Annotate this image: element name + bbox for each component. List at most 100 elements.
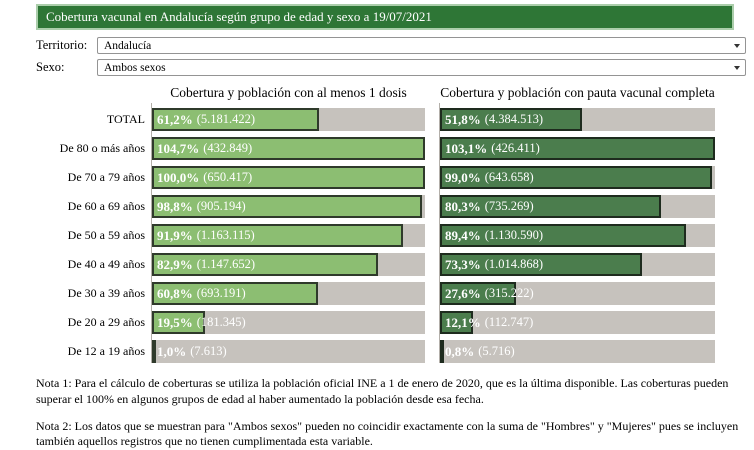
territory-select[interactable]: Andalucía: [97, 37, 746, 54]
bar-population-text: (735.269): [484, 199, 534, 213]
coverage-bar[interactable]: [152, 137, 425, 160]
bar-track: 60,8% (693.191): [152, 282, 425, 305]
bar-track: 103,1% (426.411): [440, 137, 715, 160]
bar-population-text: (650.417): [203, 170, 253, 184]
bar-population-text: (643.658): [484, 170, 534, 184]
bar-percent-text: 100,0%: [157, 169, 200, 185]
coverage-bar[interactable]: [440, 311, 474, 334]
bar-population-text: (112.747): [484, 315, 534, 329]
chart-gap: [425, 340, 440, 363]
bar-population-text: (426.411): [491, 141, 540, 155]
bar-track: 89,4% (1.130.590): [440, 224, 715, 247]
bar-track: 82,9% (1.147.652): [152, 253, 425, 276]
sex-filter-row: Sexo: Ambos sexos: [36, 59, 754, 76]
bar-value-label: 103,1% (426.411): [445, 137, 540, 160]
chart-gap: [425, 282, 440, 305]
bar-track: 91,9% (1.163.115): [152, 224, 425, 247]
coverage-bar[interactable]: [440, 108, 583, 131]
bar-track: 99,0% (643.658): [440, 166, 715, 189]
coverage-bar[interactable]: [152, 195, 422, 218]
bar-population-text: (905.194): [196, 199, 246, 213]
bar-value-label: 100,0% (650.417): [157, 166, 252, 189]
chart-gap: [425, 311, 440, 334]
footnote-1: Nota 1: Para el cálculo de coberturas se…: [36, 376, 729, 406]
category-label: De 50 a 59 años: [67, 228, 145, 242]
chart-title-at-least-1-dose: Cobertura y población con al menos 1 dos…: [170, 85, 407, 100]
bar-percent-text: 61,2%: [157, 111, 193, 127]
bar-percent-text: 0,8%: [445, 343, 475, 359]
coverage-bar[interactable]: [440, 340, 444, 363]
bar-percent-text: 12,1%: [445, 314, 481, 330]
bar-percent-text: 99,0%: [445, 169, 481, 185]
bar-percent-text: 1,0%: [157, 343, 187, 359]
coverage-bar[interactable]: [152, 311, 206, 334]
bar-track: 12,1% (112.747): [440, 311, 715, 334]
coverage-bar[interactable]: [152, 282, 318, 305]
bar-track: 98,8% (905.194): [152, 195, 425, 218]
bar-population-text: (181.345): [196, 315, 246, 329]
chart-gap: [425, 137, 440, 160]
bar-percent-text: 73,3%: [445, 256, 481, 272]
bar-population-text: (315.222): [484, 286, 534, 300]
category-label: De 80 o más años: [59, 141, 145, 155]
bar-track: 104,7% (432.849): [152, 137, 425, 160]
territory-selected-value: Andalucía: [104, 39, 152, 52]
chevron-down-icon: [734, 65, 740, 70]
bar-population-text: (5.181.422): [196, 112, 256, 126]
coverage-bar[interactable]: [152, 253, 379, 276]
bar-track: 100,0% (650.417): [152, 166, 425, 189]
category-label: De 60 a 69 años: [67, 199, 145, 213]
coverage-bar[interactable]: [152, 108, 320, 131]
bar-value-label: 91,9% (1.163.115): [157, 224, 255, 247]
coverage-bar[interactable]: [152, 166, 425, 189]
bar-value-label: 80,3% (735.269): [445, 195, 534, 218]
bar-population-text: (4.384.513): [484, 112, 544, 126]
bar-track: 0,8% (5.716): [440, 340, 715, 363]
coverage-bar[interactable]: [440, 137, 715, 160]
footnotes: Nota 1: Para el cálculo de coberturas se…: [36, 376, 754, 450]
bar-percent-text: 27,6%: [445, 285, 481, 301]
page-title: Cobertura vacunal en Andalucía según gru…: [36, 4, 734, 30]
bar-value-label: 82,9% (1.147.652): [157, 253, 255, 276]
coverage-bar[interactable]: [440, 253, 642, 276]
coverage-bar[interactable]: [440, 224, 686, 247]
bar-value-label: 12,1% (112.747): [445, 311, 533, 334]
bar-value-label: 0,8% (5.716): [445, 340, 515, 363]
bar-value-label: 1,0% (7.613): [157, 340, 227, 363]
bar-population-text: (1.130.590): [484, 228, 544, 242]
coverage-bar[interactable]: [152, 224, 403, 247]
bar-value-label: 99,0% (643.658): [445, 166, 534, 189]
bar-population-text: (5.716): [478, 344, 515, 358]
bar-population-text: (1.147.652): [196, 257, 256, 271]
bar-track: 51,8% (4.384.513): [440, 108, 715, 131]
bar-percent-text: 98,8%: [157, 198, 193, 214]
sex-select[interactable]: Ambos sexos: [97, 59, 746, 76]
coverage-bar[interactable]: [152, 340, 156, 363]
bar-value-label: 60,8% (693.191): [157, 282, 246, 305]
sex-selected-value: Ambos sexos: [104, 61, 166, 74]
coverage-bar[interactable]: [440, 166, 713, 189]
coverage-bar[interactable]: [440, 195, 661, 218]
bar-population-text: (1.163.115): [196, 228, 255, 242]
bar-percent-text: 89,4%: [445, 227, 481, 243]
chart-gap: [425, 253, 440, 276]
coverage-bar[interactable]: [440, 282, 516, 305]
bar-value-label: 98,8% (905.194): [157, 195, 246, 218]
bar-percent-text: 103,1%: [445, 140, 488, 156]
sex-label: Sexo:: [36, 60, 65, 74]
chart-gap: [425, 195, 440, 218]
category-label: De 12 a 19 años: [67, 344, 145, 358]
bar-track: 61,2% (5.181.422): [152, 108, 425, 131]
chart-titles: Cobertura y población con al menos 1 dos…: [36, 85, 754, 101]
category-label: De 70 a 79 años: [67, 170, 145, 184]
bar-value-label: 19,5% (181.345): [157, 311, 246, 334]
bar-value-label: 73,3% (1.014.868): [445, 253, 543, 276]
territory-label: Territorio:: [36, 38, 88, 52]
chart-gap: [425, 108, 440, 131]
bar-population-text: (7.613): [190, 344, 227, 358]
territory-filter-row: Territorio: Andalucía: [36, 37, 754, 54]
category-label: TOTAL: [106, 112, 145, 126]
category-label: De 30 a 39 años: [67, 286, 145, 300]
bar-percent-text: 19,5%: [157, 314, 193, 330]
